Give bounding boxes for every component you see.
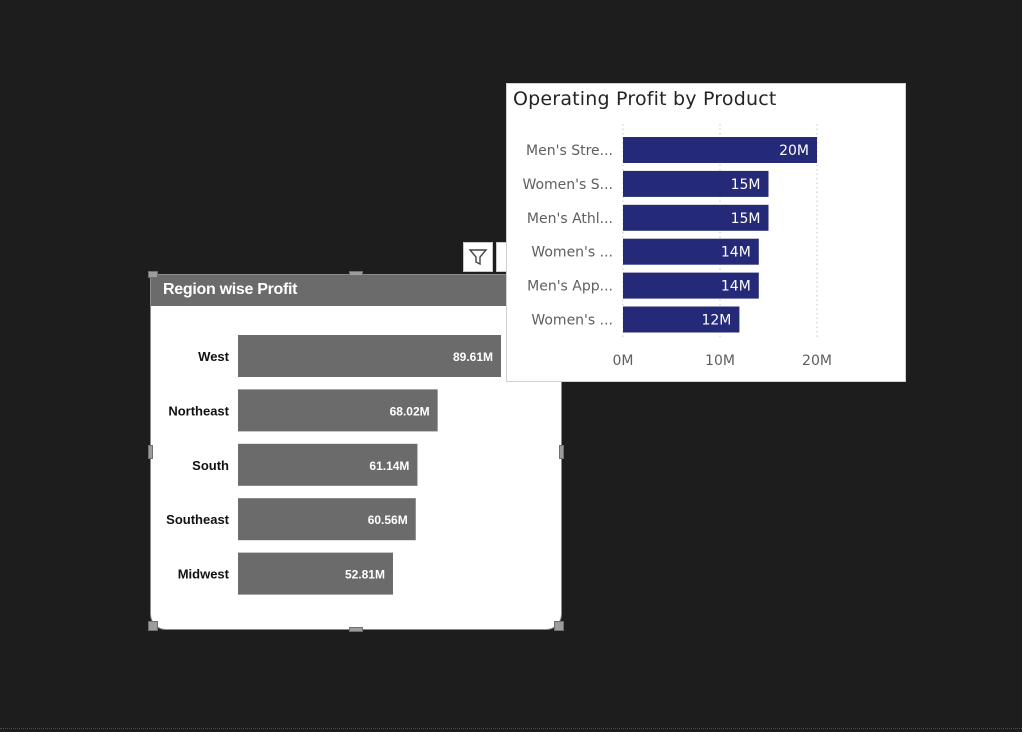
product-category-label: Women's S...: [522, 177, 613, 193]
product-data-label: 20M: [779, 143, 809, 159]
resize-handle-right-middle[interactable]: [559, 445, 564, 459]
resize-handle-left-middle[interactable]: [148, 445, 153, 459]
region-data-label: 89.61M: [453, 350, 493, 364]
product-category-label: Women's ...: [531, 245, 613, 261]
product-bar: [623, 306, 740, 333]
product-x-tick-label: 20M: [802, 353, 832, 369]
resize-handle-top-center[interactable]: [349, 271, 363, 276]
product-data-label: 15M: [731, 177, 761, 193]
product-category-label: Men's App...: [527, 279, 613, 295]
product-bar: [623, 137, 817, 163]
product-category-label: Men's Athl...: [527, 211, 613, 227]
region-bar: [238, 389, 438, 432]
resize-handle-top-left[interactable]: [148, 271, 158, 278]
filter-icon[interactable]: [463, 242, 493, 272]
product-bar: [623, 272, 759, 299]
canvas-bottom-border: [0, 728, 1022, 729]
region-bar: [238, 443, 418, 486]
resize-handle-bottom-left[interactable]: [148, 621, 158, 631]
region-profit-visual[interactable]: Region wise Profit West 89.61M Northeast 68…: [150, 274, 562, 630]
region-category-label: West: [198, 349, 229, 364]
product-bar: [623, 238, 759, 265]
product-bar: [623, 170, 769, 197]
region-category-label: South: [192, 458, 229, 473]
product-bar-chart: 0M 10M 20M Men's Stre... 20M Women's S... 15M M…: [522, 124, 832, 369]
product-x-tick-label: 10M: [705, 353, 735, 369]
region-category-label: Southeast: [166, 512, 230, 527]
region-data-label: 52.81M: [345, 568, 385, 582]
product-data-label: 12M: [701, 313, 731, 329]
region-category-label: Midwest: [178, 567, 230, 582]
region-bar-chart: West 89.61M Northeast 68.02M South 61.14M Sout…: [166, 335, 501, 595]
product-x-tick-label: 0M: [613, 353, 634, 369]
region-data-label: 60.56M: [368, 513, 408, 527]
region-visual-title: Region wise Profit: [163, 281, 298, 298]
region-bar: [238, 335, 501, 377]
region-data-label: 68.02M: [390, 404, 430, 418]
region-category-label: Northeast: [168, 403, 229, 418]
product-visual-title: Operating Profit by Product: [513, 88, 777, 110]
product-bar: [623, 204, 769, 231]
region-bar: [238, 498, 416, 541]
product-data-label: 15M: [731, 211, 761, 227]
product-data-label: 14M: [721, 245, 751, 261]
region-title-bar: Region wise Profit: [151, 275, 561, 306]
product-category-label: Women's ...: [531, 313, 613, 329]
product-profit-visual[interactable]: Operating Profit by Product 0M 10M 20M Men'…: [506, 83, 906, 382]
filter-icon-glyph: [468, 249, 488, 266]
region-bar: [238, 552, 393, 595]
region-data-label: 61.14M: [369, 459, 409, 473]
resize-handle-bottom-right[interactable]: [554, 621, 564, 631]
resize-handle-bottom-center[interactable]: [349, 627, 363, 632]
product-data-label: 14M: [721, 279, 751, 295]
product-category-label: Men's Stre...: [526, 143, 613, 159]
